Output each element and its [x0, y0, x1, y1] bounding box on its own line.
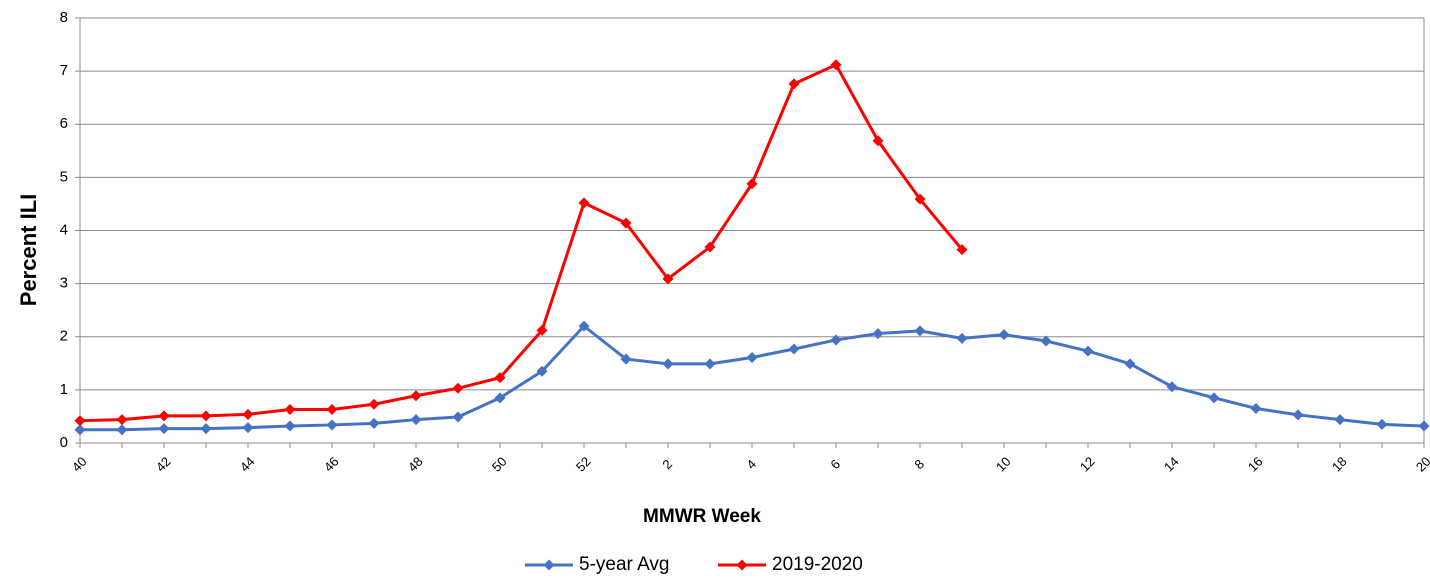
- x-tick-label: 50: [489, 454, 510, 475]
- point-marker: [494, 392, 506, 404]
- point-marker: [662, 273, 674, 285]
- point-marker: [1124, 358, 1136, 370]
- x-tick-label: 12: [1077, 454, 1098, 475]
- point-marker: [158, 410, 170, 422]
- point-marker: [200, 410, 212, 422]
- point-marker: [578, 197, 590, 209]
- point-marker: [830, 334, 842, 346]
- legend-label: 5-year Avg: [579, 554, 669, 575]
- x-tick-label: 18: [1329, 454, 1350, 475]
- x-tick-label: 2: [659, 456, 675, 472]
- point-marker: [1250, 402, 1262, 414]
- x-tick-label: 16: [1245, 454, 1266, 475]
- point-marker: [200, 423, 212, 435]
- legend-label: 2019-2020: [772, 554, 863, 575]
- point-marker: [956, 332, 968, 344]
- x-tick-label: 42: [153, 454, 174, 475]
- y-tick-label: 2: [60, 328, 68, 345]
- x-tick-label: 46: [321, 454, 342, 475]
- y-tick-label: 6: [60, 115, 68, 132]
- series-line: [80, 324, 1425, 432]
- point-marker: [368, 398, 380, 410]
- point-marker: [326, 404, 338, 416]
- point-marker: [746, 351, 758, 363]
- x-tick-label: 6: [827, 456, 843, 472]
- point-marker: [74, 424, 86, 436]
- point-marker: [1208, 392, 1220, 404]
- y-tick-label: 7: [60, 62, 68, 79]
- y-tick-label: 4: [60, 221, 68, 238]
- x-tick-label: 40: [69, 454, 90, 475]
- point-marker: [704, 241, 716, 253]
- legend-marker: [736, 559, 748, 571]
- point-marker: [872, 135, 884, 147]
- point-marker: [1334, 414, 1346, 426]
- point-marker: [1292, 409, 1304, 421]
- point-marker: [620, 217, 632, 229]
- point-marker: [452, 411, 464, 423]
- point-marker: [914, 325, 926, 337]
- point-marker: [578, 320, 590, 332]
- point-marker: [914, 193, 926, 205]
- point-marker: [998, 329, 1010, 341]
- legend-marker: [543, 559, 555, 571]
- x-tick-label: 20: [1413, 454, 1430, 475]
- point-marker: [116, 424, 128, 436]
- point-marker: [872, 328, 884, 340]
- point-marker: [830, 59, 842, 71]
- point-marker: [956, 244, 968, 256]
- point-marker: [158, 423, 170, 435]
- point-marker: [410, 414, 422, 426]
- point-marker: [1376, 418, 1388, 430]
- point-marker: [326, 419, 338, 431]
- point-marker: [536, 324, 548, 336]
- point-marker: [242, 408, 254, 420]
- y-tick-label: 1: [60, 381, 68, 398]
- y-tick-label: 8: [60, 9, 68, 26]
- x-tick-label: 52: [573, 454, 594, 475]
- point-marker: [1418, 420, 1430, 432]
- point-marker: [536, 365, 548, 377]
- point-marker: [368, 417, 380, 429]
- point-marker: [662, 358, 674, 370]
- point-marker: [116, 414, 128, 426]
- y-axis-title: Percent ILI: [16, 194, 41, 306]
- x-axis-title: MMWR Week: [643, 506, 761, 527]
- x-tick-label: 4: [743, 456, 759, 472]
- point-marker: [1040, 335, 1052, 347]
- point-marker: [704, 358, 716, 370]
- x-tick-label: 14: [1161, 454, 1182, 475]
- x-tick-label: 48: [405, 454, 426, 475]
- y-tick-label: 5: [60, 168, 68, 185]
- y-tick-label: 0: [60, 434, 68, 451]
- x-tick-label: 10: [993, 454, 1014, 475]
- point-marker: [746, 178, 758, 190]
- y-tick-label: 3: [60, 275, 68, 292]
- point-marker: [494, 372, 506, 384]
- point-marker: [1166, 381, 1178, 393]
- series-line: [79, 63, 964, 423]
- x-tick-label: 8: [911, 456, 927, 472]
- point-marker: [74, 415, 86, 427]
- point-marker: [788, 343, 800, 355]
- x-tick-label: 44: [237, 454, 258, 475]
- point-marker: [620, 353, 632, 365]
- point-marker: [1082, 345, 1094, 357]
- point-marker: [788, 78, 800, 90]
- point-marker: [284, 420, 296, 432]
- point-marker: [452, 382, 464, 394]
- point-marker: [410, 390, 422, 402]
- point-marker: [284, 404, 296, 416]
- point-marker: [242, 422, 254, 434]
